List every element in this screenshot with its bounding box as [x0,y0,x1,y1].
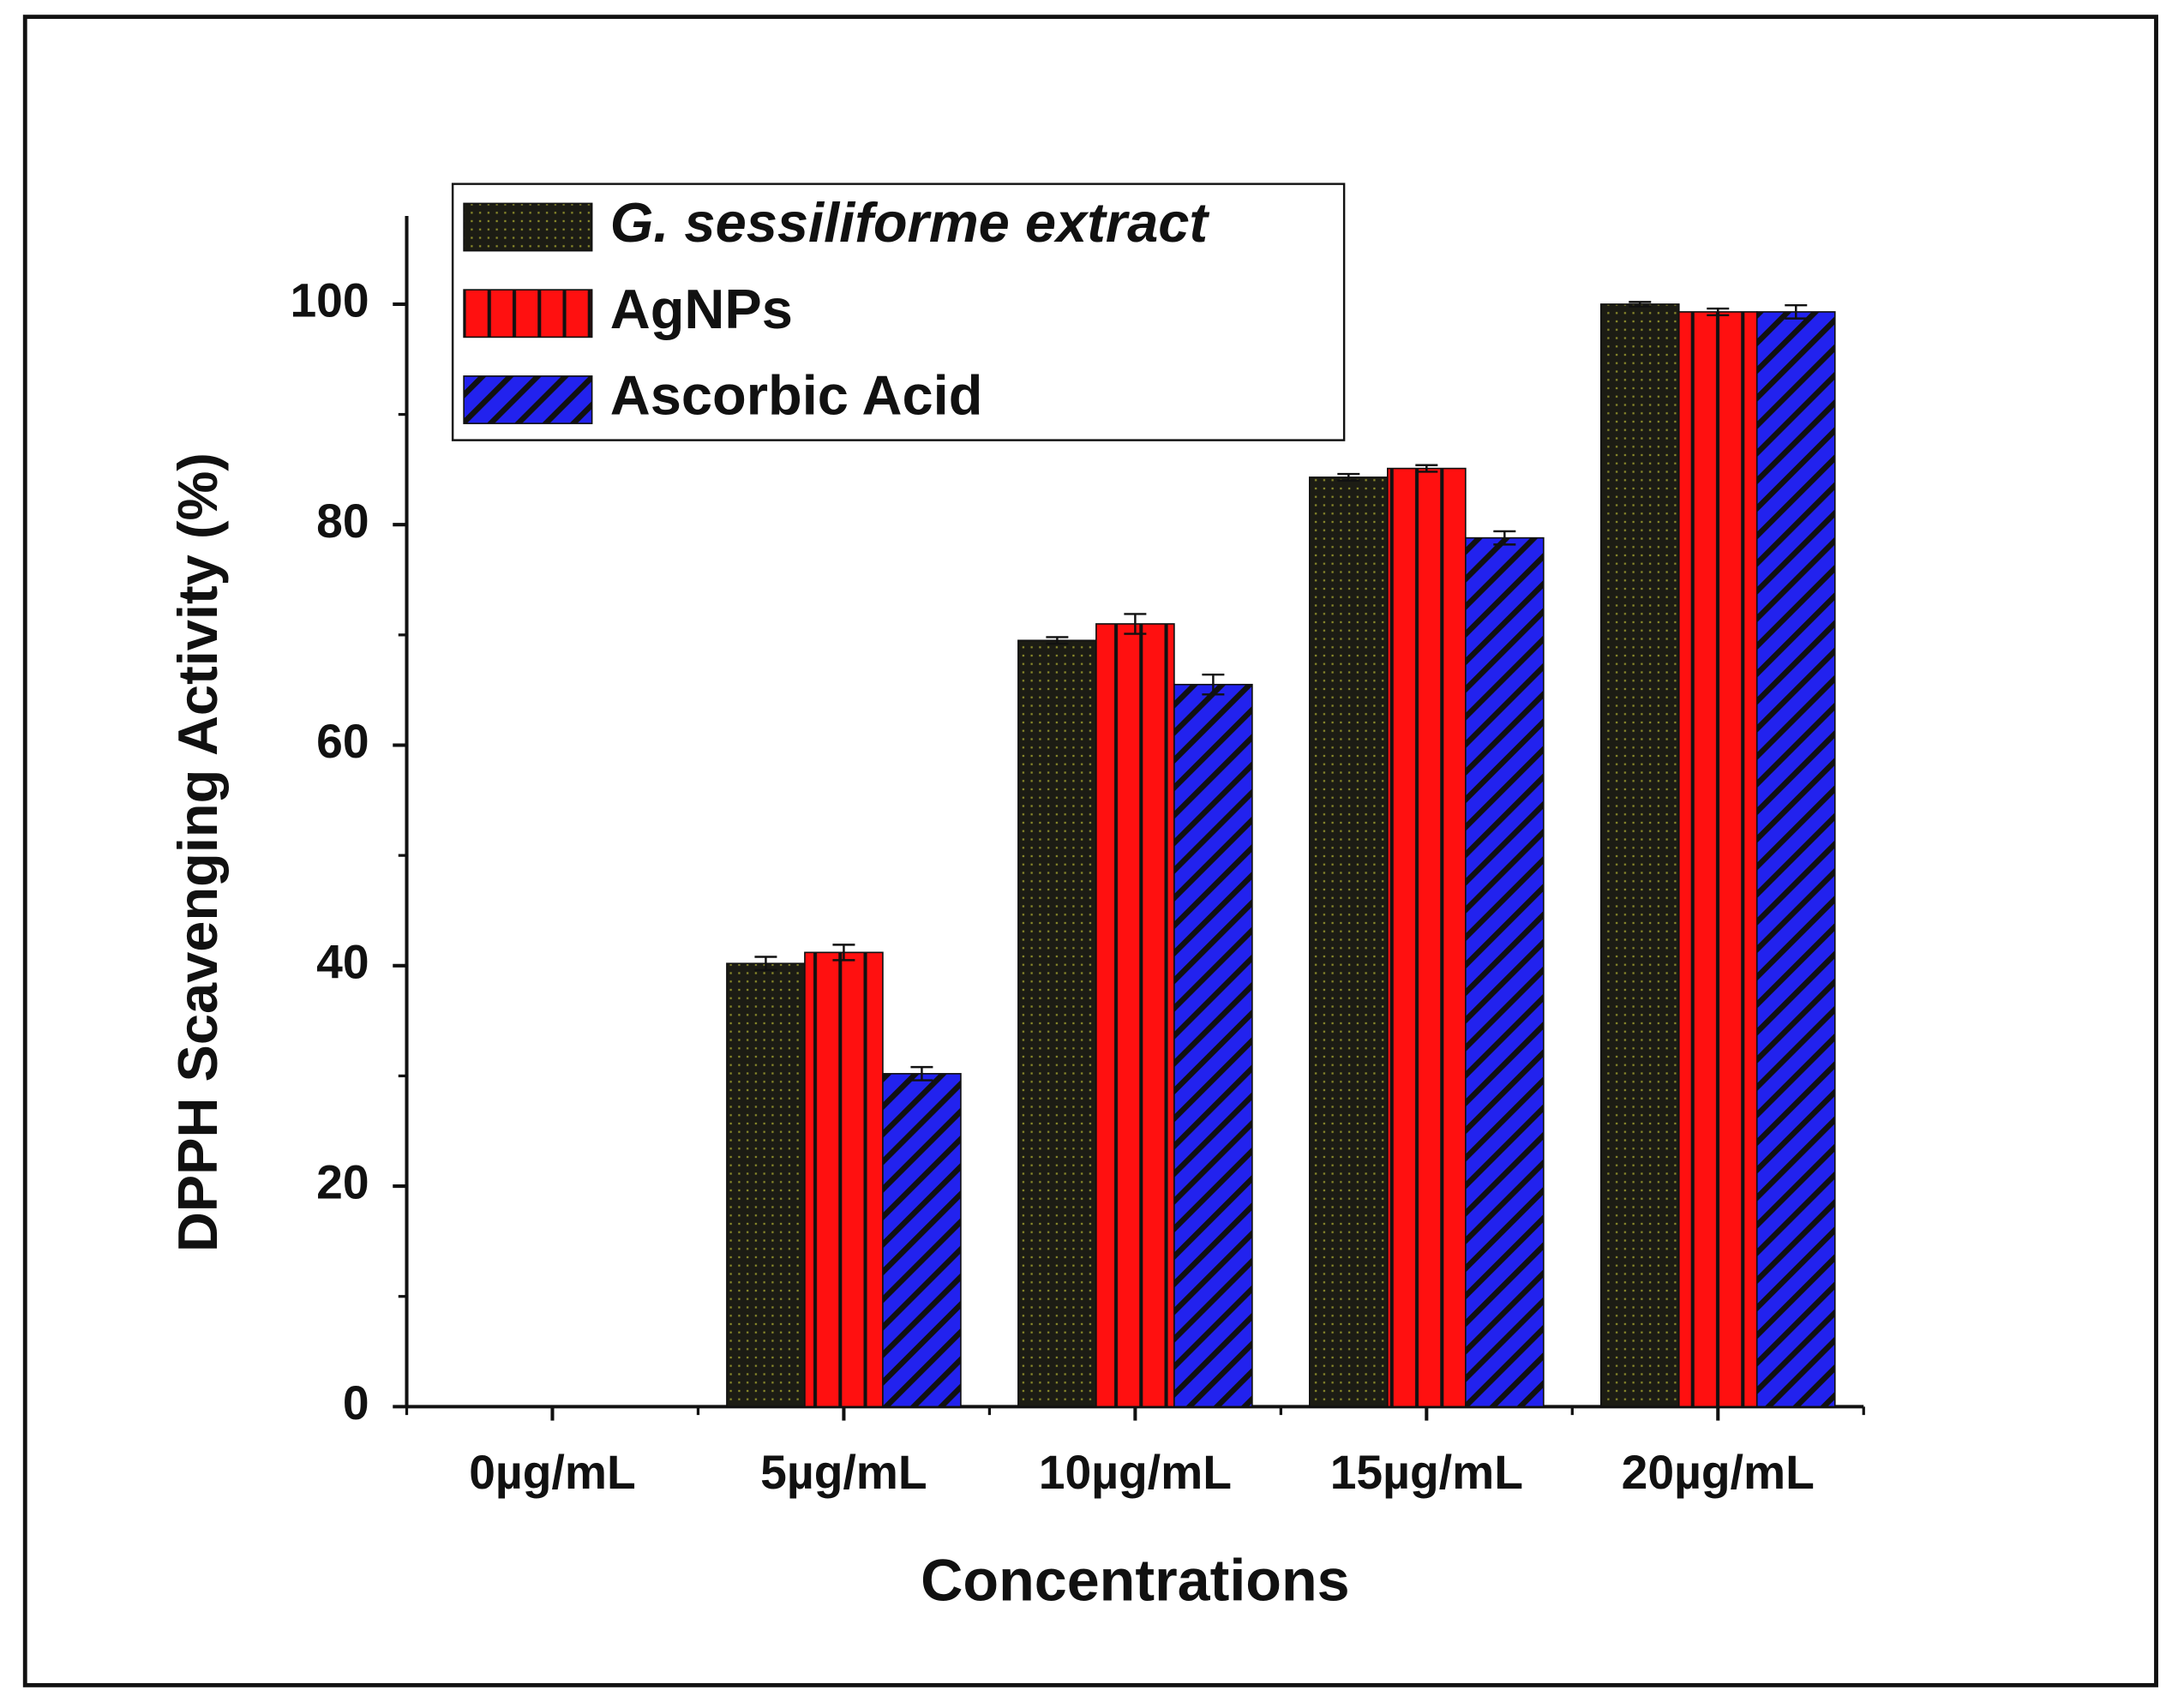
y-tick-label: 20 [316,1156,369,1209]
error-bar [754,956,777,972]
error-bar [1629,301,1652,308]
y-tick-label: 60 [316,715,369,768]
bar [1387,467,1467,1408]
legend-swatch [463,289,593,339]
error-bar [1337,472,1360,482]
bar [1755,311,1836,1408]
error-bar [1493,530,1516,546]
bar [882,1073,962,1408]
error-bar [1124,613,1147,635]
error-bar [1415,464,1438,473]
bar [1095,623,1175,1408]
error-bar [1785,303,1808,320]
legend-label: AgNPs [610,278,793,340]
legend-label: G. sessiliforme extract [610,191,1210,254]
bar [1173,683,1253,1408]
legend-box [451,183,1346,441]
x-tick-label: 10µg/mL [1039,1446,1232,1499]
x-tick-label: 15µg/mL [1330,1446,1523,1499]
x-tick-label: 20µg/mL [1622,1446,1815,1499]
bar [1677,311,1758,1408]
bar [1599,303,1680,1408]
bar [1465,536,1545,1408]
y-tick-label: 80 [316,494,369,548]
error-bar [832,944,855,962]
x-tick-label: 0µg/mL [469,1446,636,1499]
y-axis-label: DPPH Scavenging Activity (%) [166,452,229,1252]
error-bar [910,1065,933,1082]
x-tick-label: 5µg/mL [760,1446,927,1499]
error-bar [1046,636,1069,645]
error-bar [1707,307,1730,316]
legend-swatch [463,375,593,424]
bar [726,962,806,1408]
bar [1309,476,1389,1408]
bar [804,951,884,1408]
bar [1017,639,1097,1408]
legend-swatch [463,202,593,252]
x-axis-label: Concentrations [921,1548,1350,1613]
error-bar [1202,673,1225,696]
y-tick-label: 100 [290,274,369,327]
y-tick-label: 0 [343,1376,369,1429]
legend-label: Ascorbic Acid [610,364,983,427]
y-tick-label: 40 [316,935,369,988]
frame [22,15,2158,1687]
